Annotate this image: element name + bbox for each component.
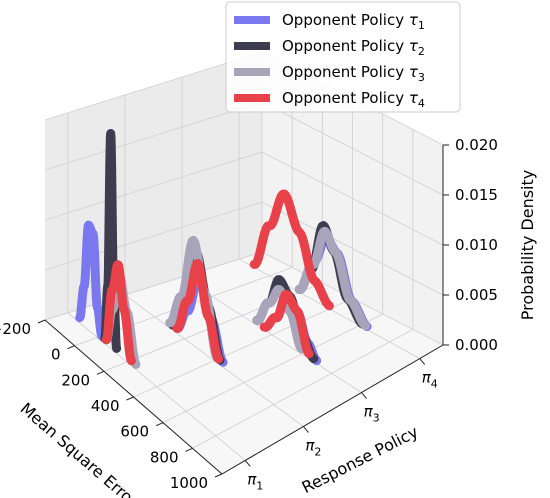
grid-z-left	[44, 201, 263, 271]
grid-y-floor	[181, 276, 362, 393]
density-curve-tau4-pi4	[249, 189, 334, 311]
y-axis-label: Response Policy	[299, 422, 422, 497]
grid-x-floor	[192, 329, 414, 449]
legend-box	[225, 1, 461, 113]
z-tick-label: 0.000	[455, 336, 498, 354]
z-tick-label: 0.005	[455, 286, 498, 304]
x-tick-label: 600	[120, 423, 149, 441]
y-tick-mark	[419, 358, 426, 365]
z-axis-label: Probability Density	[518, 170, 537, 321]
z-tick-label: 0.015	[455, 186, 498, 204]
y-tick-label: π2	[305, 436, 321, 458]
grid-z-back	[261, 151, 444, 246]
x-axis-label: Mean Square Error	[17, 399, 142, 498]
grid-z-left	[44, 101, 263, 171]
grid-z-back	[261, 101, 444, 196]
legend-entry: Opponent Policy τ2	[282, 37, 425, 58]
legend: Opponent Policy τ1 Opponent Policy τ2 Oppo…	[225, 1, 461, 113]
x-tick-label: 200	[61, 371, 90, 389]
grid-z-left	[44, 151, 263, 221]
y-tick-mark	[303, 426, 309, 433]
y-tick-mark	[361, 392, 367, 399]
legend-entry: Opponent Policy τ3	[282, 63, 425, 84]
x-tick-label: 1000	[170, 474, 208, 492]
x-tick-mark	[126, 396, 134, 401]
grid-x-floor	[162, 313, 383, 424]
x-tick-label: −200	[0, 320, 31, 338]
floor-pane	[45, 252, 443, 474]
density-curve-tau4-pi3	[259, 289, 314, 359]
y-tick-mark	[244, 460, 251, 467]
density-curves	[75, 129, 372, 369]
y-tick-label: π1	[247, 470, 263, 492]
x-tick-mark	[185, 447, 193, 452]
z-tick-label: 0.010	[455, 236, 498, 254]
x-tick-mark	[37, 319, 46, 324]
x-tick-mark	[214, 473, 223, 478]
density-curve-tau4-pi1	[101, 260, 136, 366]
x-tick-label: 400	[91, 397, 120, 415]
grid-lines	[44, 51, 444, 475]
grid-x-floor	[133, 298, 353, 398]
density-curve-tau3-pi3	[252, 284, 307, 354]
x-tick-mark	[67, 345, 75, 350]
legend-entry: Opponent Policy τ4	[282, 89, 425, 110]
grid-y-floor	[67, 312, 246, 461]
x-tick-label: 0	[51, 346, 61, 364]
density-curve-tau1-pi1	[75, 220, 107, 341]
x-tick-mark	[96, 370, 105, 375]
z-tick-label: 0.020	[455, 136, 498, 154]
legend-entry: Opponent Policy τ1	[282, 11, 425, 32]
x-tick-label: 800	[150, 448, 179, 466]
y-axis-line	[221, 344, 444, 475]
x-tick-mark	[155, 422, 164, 427]
y-tick-label: π3	[364, 403, 380, 425]
density-curve-tau4-pi2	[172, 259, 224, 364]
y-tick-label: π4	[422, 369, 438, 391]
